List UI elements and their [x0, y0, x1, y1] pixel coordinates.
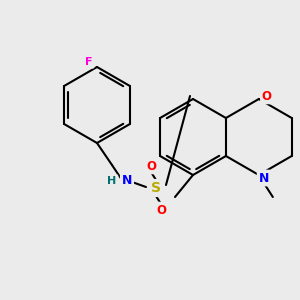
Text: N: N [122, 173, 132, 187]
Text: O: O [156, 203, 166, 217]
Text: F: F [85, 57, 93, 67]
Text: O: O [262, 89, 272, 103]
Text: S: S [151, 181, 161, 195]
Text: N: N [259, 172, 269, 184]
Text: O: O [146, 160, 156, 172]
Text: H: H [107, 176, 117, 186]
